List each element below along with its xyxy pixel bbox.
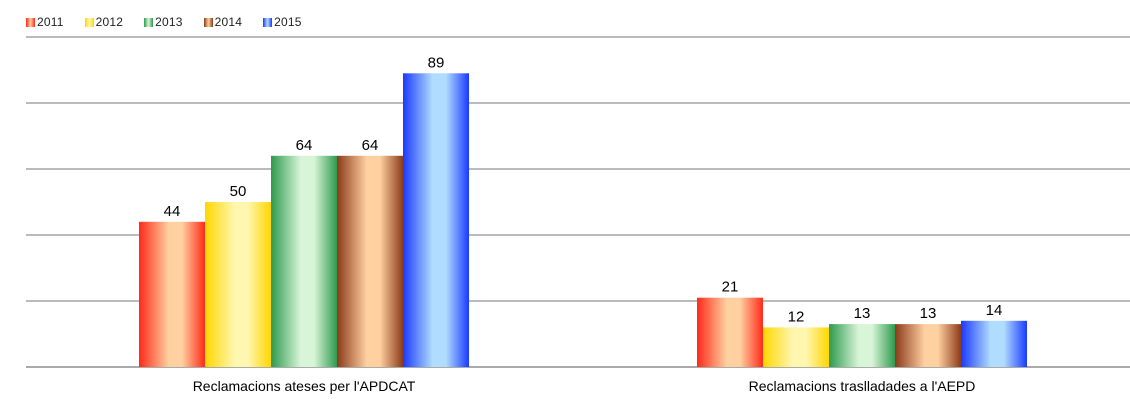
legend-item-2013: 2013	[144, 14, 183, 30]
legend-item-2014: 2014	[203, 14, 243, 30]
legend-label: 2013	[155, 15, 183, 29]
bar-2012-1	[205, 202, 271, 367]
value-label: 44	[164, 203, 181, 220]
legend-label: 2012	[95, 15, 124, 29]
value-label: 50	[230, 183, 247, 200]
legend-swatch	[144, 17, 154, 27]
legend-swatch	[26, 17, 35, 27]
value-label: 64	[296, 137, 313, 154]
bars	[139, 73, 1027, 368]
bar-2014-2	[895, 324, 961, 367]
legend-swatch	[263, 17, 273, 27]
legend-item-2011: 2011	[26, 14, 64, 30]
legend-item-2015: 2015	[263, 14, 302, 30]
value-label: 21	[722, 279, 739, 296]
bar-2011-2	[697, 297, 763, 367]
bar-2015-1	[403, 73, 469, 368]
bar-2012-2	[763, 327, 829, 367]
legend-label: 2015	[274, 15, 302, 29]
value-label: 13	[854, 305, 871, 322]
bar-2013-1	[271, 155, 337, 367]
chart-legend: 2011 2012 2013 2014 2015	[26, 14, 323, 30]
bar-2014-1	[337, 155, 403, 367]
value-label: 13	[920, 305, 937, 322]
bar-2011-1	[139, 221, 205, 367]
value-label: 89	[428, 54, 445, 71]
category-label: Reclamacions ateses per l'APDCAT	[193, 378, 416, 394]
legend-label: 2011	[37, 15, 64, 29]
value-label: 64	[362, 137, 379, 154]
legend-swatch	[203, 17, 213, 27]
category-labels: Reclamacions ateses per l'APDCAT Reclamac…	[193, 378, 976, 394]
category-label: Reclamacions traslladades a l'AEPD	[749, 378, 976, 394]
legend-swatch	[84, 17, 94, 27]
legend-label: 2014	[214, 15, 243, 29]
legend-item-2012: 2012	[84, 14, 124, 30]
value-labels: 44 50 64 64 89 21 12 13 13 14	[164, 54, 1003, 325]
value-label: 14	[986, 302, 1003, 319]
value-label: 12	[788, 308, 805, 325]
bar-2013-2	[829, 324, 895, 367]
bar-2015-2	[961, 320, 1027, 367]
